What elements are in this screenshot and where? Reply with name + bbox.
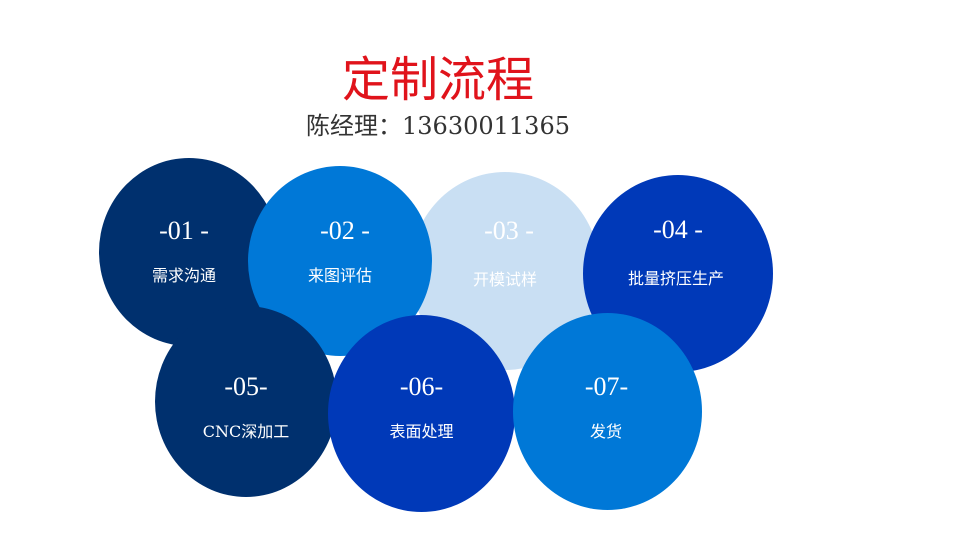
step-circle-5: -05- CNC深加工 bbox=[155, 306, 337, 497]
step-label: 来图评估 bbox=[307, 266, 372, 285]
step-label: 批量挤压生产 bbox=[627, 269, 724, 288]
step-number: -06- bbox=[399, 372, 444, 401]
step-number: -07- bbox=[584, 372, 629, 401]
step-number: -02 - bbox=[320, 216, 370, 245]
page-title: 定制流程 bbox=[341, 52, 534, 108]
step-number: -04 - bbox=[653, 215, 703, 244]
step-label: 开模试样 bbox=[472, 270, 537, 289]
step-number: -03 - bbox=[484, 216, 534, 245]
step-label: 发货 bbox=[589, 422, 622, 441]
step-label: CNC深加工 bbox=[202, 422, 290, 441]
contact-info: 陈经理：13630011365 bbox=[306, 112, 570, 140]
step-number: -05- bbox=[224, 372, 268, 401]
step-label: 表面处理 bbox=[389, 422, 454, 441]
step-circle-7: -07- 发货 bbox=[513, 313, 702, 510]
step-number: -01 - bbox=[159, 216, 209, 245]
step-circle-6: -06- 表面处理 bbox=[328, 315, 515, 512]
step-label: 需求沟通 bbox=[151, 266, 216, 285]
